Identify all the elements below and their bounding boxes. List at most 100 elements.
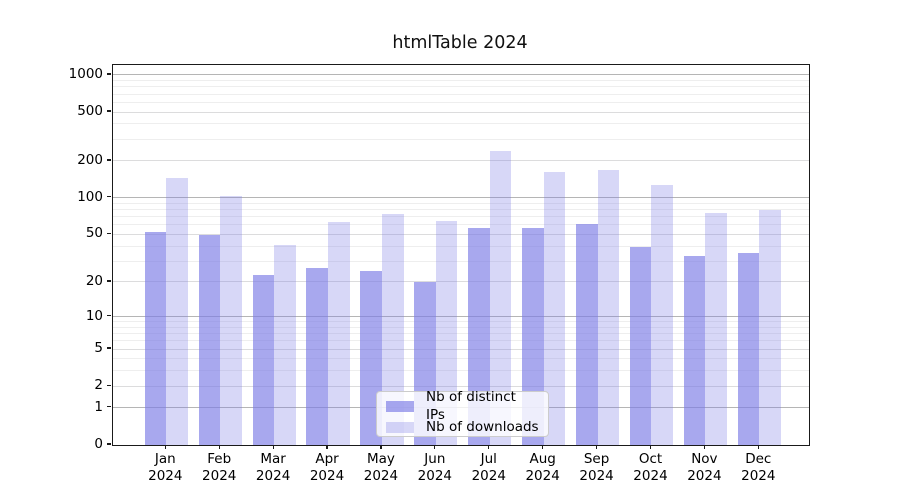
bar-downloads-jun bbox=[435, 220, 458, 445]
x-tick-label-sep: Sep 2024 bbox=[579, 451, 614, 484]
bar-distinct-ips-oct bbox=[629, 247, 652, 445]
x-tick-label-may: May 2024 bbox=[363, 451, 399, 484]
gridline-minor bbox=[113, 138, 809, 140]
y-tick-mark bbox=[107, 159, 111, 161]
legend-row-downloads: Nb of downloads bbox=[386, 418, 539, 436]
x-tick-label-jul: Jul 2024 bbox=[471, 451, 506, 484]
gridline-minor bbox=[113, 202, 809, 204]
y-tick-mark bbox=[107, 280, 111, 282]
chart-title: htmlTable 2024 bbox=[392, 33, 528, 53]
y-tick-label: 10 bbox=[85, 307, 103, 324]
y-tick-label: 50 bbox=[85, 225, 103, 242]
x-tick-mark bbox=[488, 445, 490, 449]
y-tick-label: 20 bbox=[85, 272, 103, 289]
y-tick-label: 500 bbox=[77, 103, 103, 120]
x-tick-mark bbox=[164, 445, 166, 449]
legend-row-distinct-ips: Nb of distinct IPs bbox=[386, 389, 539, 423]
bar-downloads-oct bbox=[651, 185, 674, 445]
gridline-major bbox=[113, 197, 809, 199]
bar-distinct-ips-feb bbox=[198, 235, 221, 445]
bar-distinct-ips-aug bbox=[522, 227, 544, 445]
gridline-minor bbox=[113, 101, 809, 103]
bar-downloads-sep bbox=[597, 170, 620, 445]
y-tick-label: 200 bbox=[77, 151, 103, 168]
x-tick-label-apr: Apr 2024 bbox=[309, 451, 345, 484]
y-tick-label: 2 bbox=[94, 377, 103, 394]
gridline-minor bbox=[113, 86, 809, 88]
y-tick-mark bbox=[107, 196, 111, 198]
legend-swatch-distinct-ips bbox=[386, 400, 414, 412]
gridline-minor bbox=[113, 123, 809, 125]
x-tick-label-aug: Aug 2024 bbox=[525, 451, 560, 484]
gridline-minor bbox=[113, 93, 809, 95]
y-tick-mark bbox=[107, 232, 111, 234]
legend-label-downloads: Nb of downloads bbox=[426, 419, 539, 435]
x-tick-mark bbox=[272, 445, 274, 449]
bar-distinct-ips-dec bbox=[737, 253, 760, 445]
bar-distinct-ips-jul bbox=[468, 227, 490, 445]
bar-downloads-jan bbox=[166, 177, 188, 445]
y-tick-label: 5 bbox=[94, 340, 103, 357]
gridline-minor bbox=[113, 80, 809, 82]
x-tick-mark bbox=[434, 445, 436, 449]
gridline-minor bbox=[113, 370, 809, 372]
y-tick-mark bbox=[107, 406, 111, 408]
legend: Nb of distinct IPs Nb of downloads bbox=[376, 389, 549, 437]
gridline-mid bbox=[113, 160, 809, 162]
bar-downloads-dec bbox=[759, 209, 781, 445]
bar-distinct-ips-apr bbox=[306, 268, 329, 445]
bar-distinct-ips-sep bbox=[575, 223, 598, 445]
gridline-minor bbox=[113, 224, 809, 226]
x-tick-label-jun: Jun 2024 bbox=[417, 451, 453, 484]
bar-distinct-ips-jan bbox=[144, 232, 167, 445]
gridline-minor bbox=[113, 245, 809, 247]
x-tick-mark bbox=[380, 445, 382, 449]
gridline-minor bbox=[113, 216, 809, 218]
x-tick-mark bbox=[595, 445, 598, 449]
x-tick-mark bbox=[218, 445, 220, 449]
bar-distinct-ips-nov bbox=[683, 256, 706, 445]
y-tick-mark bbox=[107, 384, 111, 386]
y-tick-mark bbox=[107, 347, 111, 349]
x-tick-mark bbox=[542, 445, 544, 449]
x-tick-label-jan: Jan 2024 bbox=[148, 451, 183, 484]
y-tick-mark bbox=[107, 443, 111, 445]
x-tick-label-dec: Dec 2024 bbox=[741, 451, 776, 484]
y-tick-mark bbox=[107, 314, 111, 317]
bar-downloads-aug bbox=[543, 171, 566, 445]
gridline-minor bbox=[113, 321, 809, 323]
bar-downloads-apr bbox=[328, 222, 350, 445]
legend-swatch-downloads bbox=[386, 421, 414, 433]
y-tick-label: 1 bbox=[94, 398, 103, 415]
x-tick-mark bbox=[703, 445, 705, 449]
y-tick-label: 0 bbox=[94, 436, 103, 452]
x-tick-label-feb: Feb 2024 bbox=[202, 451, 237, 484]
gridline-mid bbox=[113, 111, 809, 113]
gridline-mid bbox=[113, 233, 809, 235]
y-tick-mark bbox=[107, 73, 111, 75]
x-tick-mark bbox=[649, 445, 652, 449]
gridline-minor bbox=[113, 326, 809, 328]
gridline-major bbox=[113, 316, 809, 318]
bar-downloads-may bbox=[381, 213, 404, 445]
gridline-mid bbox=[113, 281, 809, 283]
y-tick-label: 1000 bbox=[68, 65, 103, 82]
gridline-minor bbox=[113, 358, 809, 360]
gridline-mid bbox=[113, 385, 809, 387]
bar-downloads-mar bbox=[274, 244, 296, 445]
x-tick-label-nov: Nov 2024 bbox=[687, 451, 722, 484]
x-tick-mark bbox=[326, 445, 328, 449]
gridline-minor bbox=[113, 260, 809, 262]
y-tick-label: 100 bbox=[77, 188, 103, 205]
bar-downloads-nov bbox=[705, 213, 727, 445]
bar-downloads-feb bbox=[220, 196, 242, 445]
x-tick-label-oct: Oct 2024 bbox=[633, 451, 668, 484]
bar-distinct-ips-mar bbox=[252, 274, 275, 445]
x-tick-mark bbox=[757, 445, 759, 449]
gridline-minor bbox=[113, 209, 809, 211]
gridline-minor bbox=[113, 333, 809, 335]
legend-label-distinct-ips: Nb of distinct IPs bbox=[426, 389, 516, 423]
x-tick-label-mar: Mar 2024 bbox=[255, 451, 291, 484]
gridline-minor bbox=[113, 340, 809, 342]
